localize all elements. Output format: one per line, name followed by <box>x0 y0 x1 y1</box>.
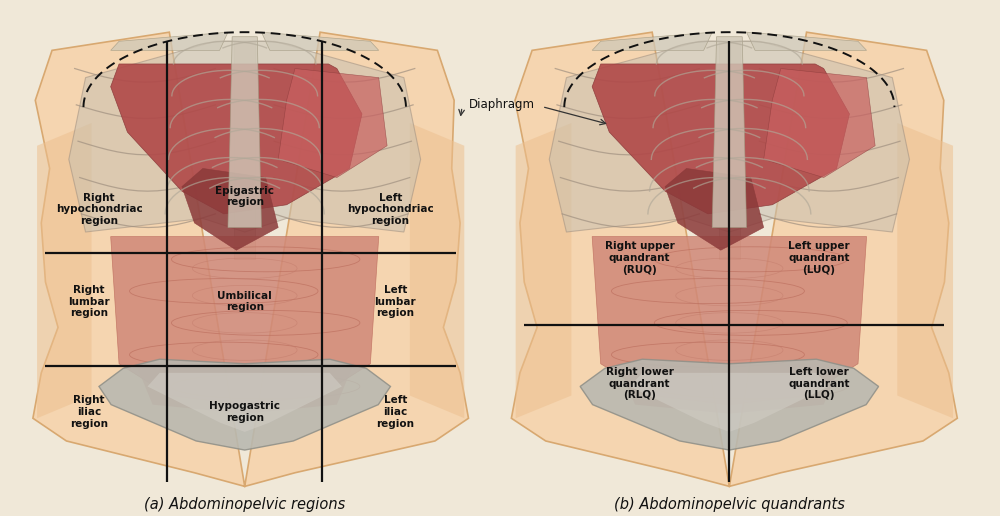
Polygon shape <box>148 373 342 432</box>
Polygon shape <box>764 69 875 178</box>
Text: Left lower
quandrant
(LLQ): Left lower quandrant (LLQ) <box>788 367 850 400</box>
Polygon shape <box>99 359 390 450</box>
Polygon shape <box>592 236 867 405</box>
Text: Epigastric
region: Epigastric region <box>215 186 274 207</box>
Polygon shape <box>234 41 255 259</box>
Polygon shape <box>592 64 849 214</box>
Text: Right lower
quandrant
(RLQ): Right lower quandrant (RLQ) <box>606 367 674 400</box>
Polygon shape <box>897 123 953 418</box>
Polygon shape <box>665 168 764 250</box>
Text: Right
lumbar
region: Right lumbar region <box>68 285 110 318</box>
Polygon shape <box>37 123 92 418</box>
Polygon shape <box>111 32 228 51</box>
Polygon shape <box>592 32 712 51</box>
Polygon shape <box>516 123 571 418</box>
Polygon shape <box>261 32 379 51</box>
Polygon shape <box>136 364 354 414</box>
Polygon shape <box>712 37 747 228</box>
Polygon shape <box>111 236 379 405</box>
Text: Umbilical
region: Umbilical region <box>217 291 272 312</box>
Polygon shape <box>111 64 362 214</box>
Text: Left
iliac
region: Left iliac region <box>376 395 414 429</box>
Text: (b) Abdominopelvic quandrants: (b) Abdominopelvic quandrants <box>614 497 845 512</box>
Text: Diaphragm: Diaphragm <box>469 98 535 110</box>
Polygon shape <box>182 168 278 250</box>
Polygon shape <box>278 69 387 178</box>
Polygon shape <box>618 364 841 414</box>
Polygon shape <box>580 359 879 450</box>
Text: Left
hypochondriac
region: Left hypochondriac region <box>347 192 434 226</box>
Text: Right upper
quandrant
(RUQ): Right upper quandrant (RUQ) <box>605 241 674 275</box>
Polygon shape <box>549 41 909 232</box>
Text: Left upper
quandrant
(LUQ): Left upper quandrant (LUQ) <box>788 241 850 275</box>
Text: Left
lumbar
region: Left lumbar region <box>374 285 416 318</box>
Polygon shape <box>511 32 957 487</box>
Text: (a) Abdominopelvic regions: (a) Abdominopelvic regions <box>144 497 345 512</box>
Polygon shape <box>410 123 464 418</box>
Text: Right
hypochondriac
region: Right hypochondriac region <box>56 192 142 226</box>
Polygon shape <box>630 373 829 432</box>
Polygon shape <box>69 41 421 232</box>
Polygon shape <box>719 41 740 259</box>
Polygon shape <box>747 32 867 51</box>
Text: Right
iliac
region: Right iliac region <box>70 395 108 429</box>
Polygon shape <box>33 32 468 487</box>
Polygon shape <box>228 37 261 228</box>
Text: Hypogastric
region: Hypogastric region <box>209 401 280 423</box>
